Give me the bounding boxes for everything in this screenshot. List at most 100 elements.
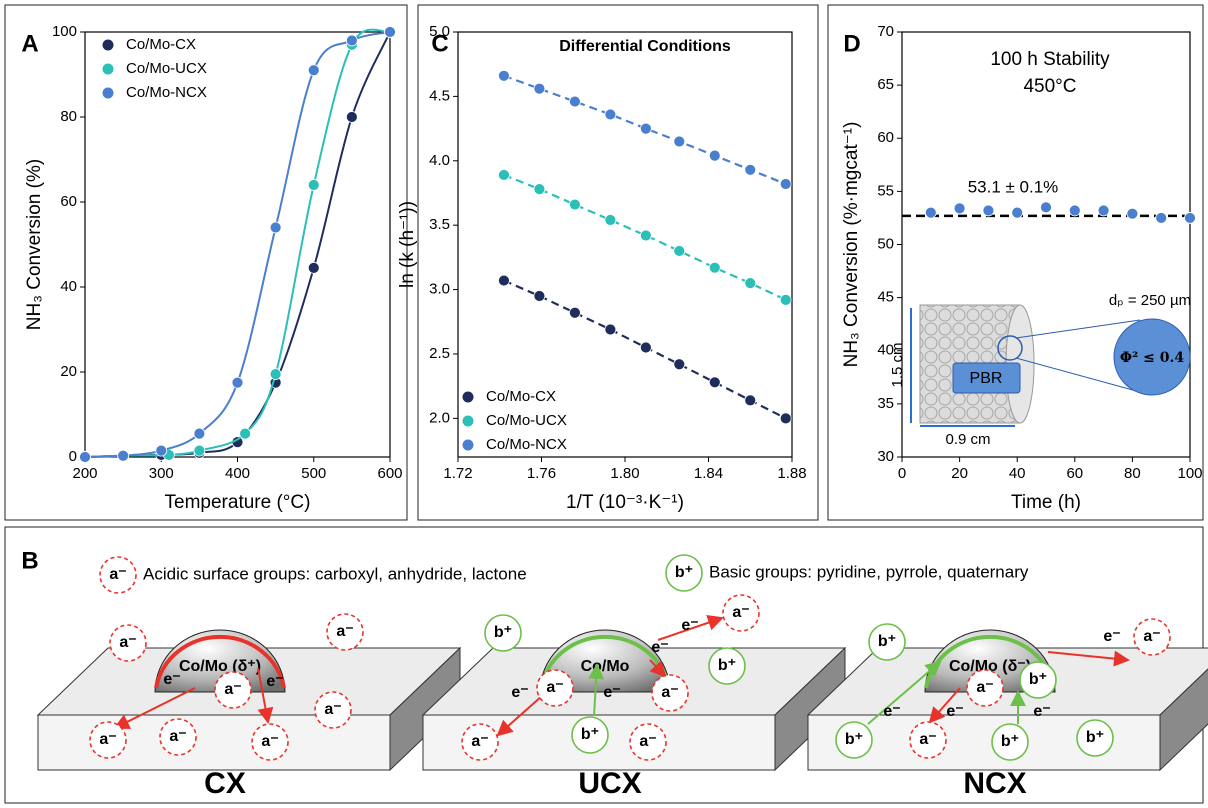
- electron-label: e⁻: [946, 703, 963, 720]
- basic-group: [665, 554, 703, 592]
- data-point: [569, 95, 581, 108]
- basic-group: [868, 623, 906, 661]
- data-point: [779, 293, 792, 306]
- electron-arrow: [257, 667, 274, 724]
- data-point: [1097, 204, 1110, 217]
- basic-group: [1076, 719, 1114, 757]
- panel-frame: [827, 4, 1204, 521]
- x-tick-label: 500: [301, 465, 326, 482]
- electron-arrow: [928, 687, 961, 724]
- electron-label: e⁻: [511, 684, 528, 701]
- y-tick-label: 3.0: [429, 281, 450, 298]
- data-point: [533, 82, 546, 95]
- panel-frame: [4, 4, 408, 521]
- series-line: [84, 28, 391, 458]
- legend-label: Co/Mo-UCX: [486, 412, 567, 429]
- group-label: a⁻: [976, 679, 993, 696]
- data-point: [1011, 206, 1024, 219]
- x-tick-label: 1.76: [527, 465, 556, 482]
- data-point: [604, 214, 617, 226]
- acidic-group: [99, 556, 137, 594]
- group-label: a⁻: [119, 634, 136, 651]
- data-point: [345, 111, 358, 123]
- y-tick-label: 5.0: [429, 23, 450, 40]
- y-tick-label: 40: [60, 278, 77, 295]
- y-tick-label: 55: [877, 182, 894, 199]
- fit-line: [503, 74, 787, 185]
- data-point: [498, 69, 510, 82]
- electron-arrow: [657, 614, 724, 641]
- data-point: [708, 376, 721, 389]
- basic-group: [484, 614, 522, 652]
- data-point: [1155, 212, 1168, 224]
- acidic-group: [722, 594, 760, 632]
- legend-marker: [462, 439, 474, 451]
- data-point: [307, 261, 320, 274]
- data-point: [673, 135, 686, 148]
- group-label: a⁻: [109, 566, 126, 583]
- legend-label: Co/Mo-CX: [126, 36, 196, 53]
- panel-frame: [417, 4, 819, 521]
- x-tick-label: 200: [72, 465, 97, 482]
- y-tick-label: 35: [877, 395, 894, 412]
- acidic-group: [966, 669, 1004, 707]
- x-tick-label: 20: [951, 465, 968, 482]
- support-label: UCX: [578, 767, 641, 800]
- data-point: [498, 169, 510, 181]
- group-label: a⁻: [639, 733, 656, 750]
- basic-group: [835, 721, 873, 759]
- data-point: [708, 149, 721, 162]
- y-tick-label: 20: [60, 363, 77, 380]
- x-axis-label: Temperature (°C): [165, 492, 311, 513]
- particle-rim: [154, 634, 286, 689]
- legend-label: Co/Mo-NCX: [486, 436, 567, 453]
- acidic-group: [214, 671, 252, 709]
- data-point: [673, 358, 686, 371]
- y-tick-label: 30: [877, 448, 894, 465]
- group-label: a⁻: [919, 731, 936, 748]
- group-label: a⁻: [471, 733, 488, 750]
- group-label: a⁻: [324, 701, 341, 718]
- support-label: NCX: [963, 767, 1026, 800]
- panel-letter: D: [843, 30, 860, 57]
- y-tick-label: 65: [877, 76, 894, 93]
- x-tick-label: 40: [1009, 465, 1026, 482]
- data-point: [569, 198, 581, 211]
- particle-label: Co/Mo: [581, 658, 630, 675]
- data-point: [953, 202, 966, 215]
- data-point: [744, 394, 757, 407]
- annotation: 53.1 ± 0.1%: [968, 177, 1059, 196]
- y-tick-label: 60: [877, 129, 894, 146]
- panel-letter: B: [21, 547, 38, 574]
- x-tick-label: 1.80: [610, 465, 639, 482]
- data-point: [498, 274, 510, 287]
- data-point: [345, 34, 358, 47]
- legend-text: Basic groups: pyridine, pyrrole, quatern…: [709, 562, 1029, 581]
- y-tick-label: 60: [60, 193, 77, 210]
- x-tick-label: 1.72: [443, 465, 472, 482]
- y-tick-label: 80: [60, 108, 77, 125]
- acidic-group: [536, 669, 574, 707]
- group-label: b⁺: [845, 731, 863, 748]
- group-label: a⁻: [1143, 628, 1160, 645]
- particle-label: Co/Mo (δ⁻): [949, 658, 1031, 675]
- zoom-line: [1015, 319, 1141, 339]
- group-label: b⁺: [878, 633, 896, 650]
- group-label: a⁻: [546, 679, 563, 696]
- y-tick-label: 40: [877, 342, 894, 359]
- data-point: [744, 277, 757, 290]
- data-point: [307, 64, 320, 77]
- panel-letter: A: [21, 30, 38, 57]
- data-point: [239, 427, 252, 440]
- x-tick-label: 0: [898, 465, 906, 482]
- acidic-group: [909, 721, 947, 759]
- y-tick-label: 45: [877, 289, 894, 306]
- data-point: [779, 178, 792, 190]
- electron-label: e⁻: [1033, 703, 1050, 720]
- electron-arrow: [113, 687, 196, 729]
- data-point: [924, 206, 937, 219]
- legend-marker: [462, 391, 474, 403]
- data-point: [384, 26, 396, 38]
- y-tick-label: 0: [69, 448, 77, 465]
- chart-title: Differential Conditions: [559, 38, 731, 55]
